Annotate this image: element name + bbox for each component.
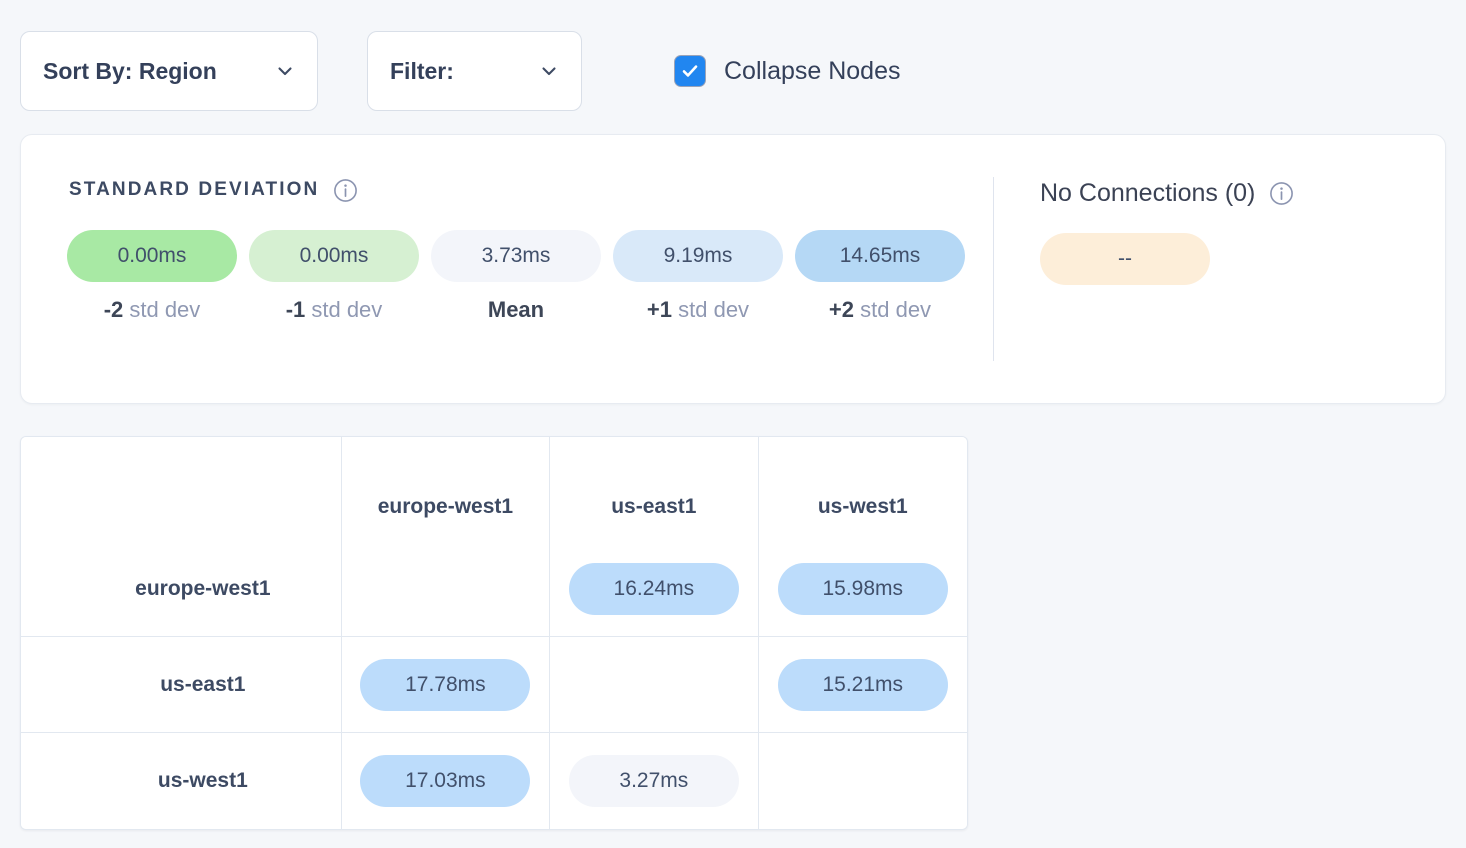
std-dev-bucket: 14.65ms +2 std dev [795, 230, 965, 323]
no-connections-section: No Connections (0) -- [994, 135, 1445, 403]
sort-by-label: Sort By: Region [43, 57, 217, 84]
standard-deviation-section: STANDARD DEVIATION 0.00ms -2 std dev 0.0… [21, 135, 993, 403]
matrix-cell [758, 733, 967, 829]
matrix-cell[interactable]: 16.24ms [550, 541, 759, 637]
std-dev-caption-prefix: Mean [487, 297, 545, 322]
matrix-cell [550, 637, 759, 733]
table-row: europe-west1 16.24ms 15.98ms [21, 541, 967, 637]
cell-pill: 17.78ms [360, 658, 531, 711]
matrix-body: europe-west1 16.24ms 15.98ms us-east1 17… [21, 541, 967, 829]
sort-by-dropdown[interactable]: Sort By: Region [20, 31, 318, 111]
standard-deviation-title: STANDARD DEVIATION [69, 179, 320, 200]
std-dev-caption-prefix: -2 [103, 297, 124, 322]
std-dev-pill: 3.73ms [431, 230, 601, 282]
row-header: us-east1 [21, 637, 342, 733]
matrix-cell[interactable]: 3.27ms [550, 733, 759, 829]
column-header: europe-west1 [341, 437, 551, 541]
std-dev-caption: Mean [488, 297, 544, 323]
matrix-header: europe-west1 us-east1 us-west1 [21, 437, 967, 541]
matrix-cell [341, 541, 551, 637]
no-connections-title: No Connections (0) [1040, 179, 1256, 207]
latency-matrix-table: europe-west1 us-east1 us-west1 europe-we… [20, 436, 968, 830]
no-connections-pill: -- [1040, 233, 1210, 285]
cell-pill: 17.03ms [360, 755, 531, 807]
table-row: us-east1 17.78ms 15.21ms [21, 637, 967, 733]
std-dev-pill: 9.19ms [613, 230, 783, 282]
matrix-cell[interactable]: 17.03ms [341, 733, 551, 829]
std-dev-caption-suffix: std dev [854, 297, 932, 322]
std-dev-caption-suffix: std dev [123, 297, 201, 322]
cell-pill: 15.98ms [777, 562, 948, 615]
matrix-cell[interactable]: 15.98ms [758, 541, 967, 637]
matrix-cell[interactable]: 15.21ms [758, 637, 967, 733]
table-row: us-west1 17.03ms 3.27ms [21, 733, 967, 829]
std-dev-pill-row: 0.00ms -2 std dev 0.00ms -1 std dev 3.73… [67, 230, 993, 323]
cell-pill: 15.21ms [777, 658, 948, 711]
std-dev-bucket: 0.00ms -1 std dev [249, 230, 419, 323]
collapse-nodes-toggle[interactable]: Collapse Nodes [674, 55, 901, 87]
std-dev-caption-prefix: +1 [646, 297, 673, 322]
no-connections-header: No Connections (0) [1040, 179, 1445, 208]
std-dev-caption-prefix: -1 [285, 297, 306, 322]
cell-pill [360, 560, 530, 612]
table-header-row: europe-west1 us-east1 us-west1 [21, 437, 967, 541]
chevron-down-icon [275, 61, 295, 81]
row-header: europe-west1 [21, 541, 342, 637]
chevron-down-icon [539, 61, 559, 81]
std-dev-caption: -2 std dev [104, 297, 201, 323]
std-dev-bucket: 9.19ms +1 std dev [613, 230, 783, 323]
collapse-nodes-label: Collapse Nodes [724, 56, 901, 85]
std-dev-pill: 0.00ms [249, 230, 419, 282]
std-dev-caption: -1 std dev [286, 297, 383, 323]
matrix-corner-cell [21, 437, 342, 541]
std-dev-bucket: 3.73ms Mean [431, 230, 601, 323]
filter-label: Filter: [390, 57, 454, 84]
cell-pill [569, 656, 739, 708]
collapse-nodes-checkbox[interactable] [674, 55, 706, 87]
column-header: us-west1 [758, 437, 967, 541]
standard-deviation-header: STANDARD DEVIATION [69, 177, 993, 203]
info-icon[interactable] [1269, 181, 1294, 206]
std-dev-pill: 0.00ms [67, 230, 237, 282]
cell-pill [778, 753, 948, 805]
std-dev-caption-suffix: std dev [672, 297, 750, 322]
std-dev-caption: +1 std dev [647, 297, 749, 323]
cell-pill: 3.27ms [568, 755, 739, 807]
std-dev-bucket: 0.00ms -2 std dev [67, 230, 237, 323]
filter-dropdown[interactable]: Filter: [367, 31, 582, 111]
std-dev-caption-prefix: +2 [828, 297, 855, 322]
matrix-cell[interactable]: 17.78ms [341, 637, 551, 733]
std-dev-pill: 14.65ms [795, 230, 965, 282]
info-icon[interactable] [333, 178, 358, 203]
row-header: us-west1 [21, 733, 342, 829]
toolbar: Sort By: Region Filter: Collapse Node [20, 30, 901, 112]
vertical-divider [993, 177, 994, 361]
std-dev-caption: +2 std dev [829, 297, 931, 323]
cell-pill: 16.24ms [568, 562, 739, 615]
statistics-card: STANDARD DEVIATION 0.00ms -2 std dev 0.0… [20, 134, 1446, 404]
std-dev-caption-suffix: std dev [305, 297, 383, 322]
column-header: us-east1 [550, 437, 759, 541]
